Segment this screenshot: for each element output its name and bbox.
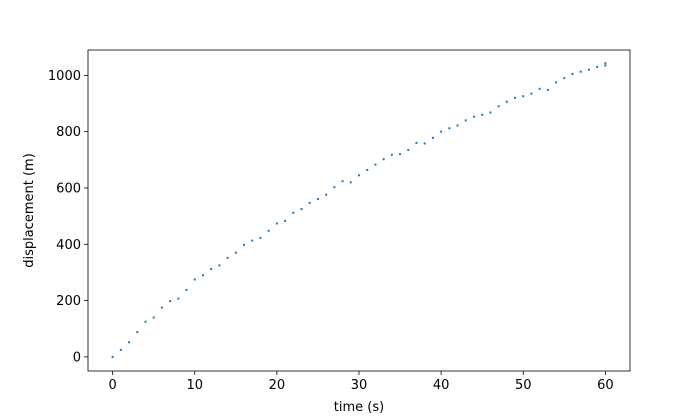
data-point [514, 96, 517, 99]
data-point [431, 136, 434, 139]
data-point [308, 201, 311, 204]
x-axis-label: time (s) [334, 400, 384, 415]
x-tick-label: 20 [269, 378, 286, 393]
data-point [604, 62, 607, 65]
x-tick-label: 30 [351, 378, 368, 393]
data-point [128, 341, 131, 344]
data-point [481, 113, 484, 116]
x-tick-label: 10 [186, 378, 203, 393]
data-point [259, 236, 262, 239]
data-point [333, 186, 336, 189]
data-point [571, 72, 574, 75]
data-point [382, 158, 385, 161]
y-tick-label: 600 [56, 181, 81, 196]
data-point [136, 331, 139, 334]
data-point [316, 197, 319, 200]
data-point [505, 100, 508, 103]
data-point [152, 316, 155, 319]
data-point [604, 64, 607, 67]
data-point [415, 141, 418, 144]
data-point [341, 180, 344, 183]
data-point [160, 306, 163, 309]
data-point [144, 320, 147, 323]
data-point [251, 239, 254, 242]
data-point [538, 87, 541, 90]
data-point [275, 222, 278, 225]
data-series [111, 62, 607, 358]
data-point [226, 256, 229, 259]
data-point [366, 168, 369, 171]
data-point [218, 264, 221, 267]
data-point [177, 297, 180, 300]
y-axis-label: displacement (m) [22, 153, 37, 268]
data-point [522, 95, 525, 98]
data-point [546, 88, 549, 91]
y-tick-label: 0 [73, 350, 81, 365]
data-point [423, 142, 426, 145]
data-point [358, 174, 360, 177]
data-point [464, 119, 467, 122]
data-point [587, 68, 590, 71]
data-point [119, 348, 122, 351]
data-point [555, 81, 558, 84]
data-point [325, 193, 328, 196]
data-point [267, 229, 270, 232]
y-tick-label: 400 [56, 238, 81, 253]
data-point [448, 127, 451, 130]
data-point [374, 163, 377, 166]
data-point [390, 153, 393, 156]
data-point [243, 243, 246, 246]
data-point [169, 300, 172, 303]
data-point [399, 153, 402, 156]
data-point [530, 92, 533, 95]
data-point [579, 70, 582, 73]
x-tick-label: 40 [433, 378, 450, 393]
y-tick-label: 1000 [48, 69, 81, 84]
data-point [300, 208, 303, 211]
data-point [489, 111, 492, 114]
data-point [210, 268, 213, 271]
plot-frame [87, 49, 631, 372]
data-point [407, 148, 410, 151]
data-point [284, 219, 287, 222]
x-axis: 0 10 20 30 40 50 60 [108, 371, 614, 393]
data-point [292, 211, 295, 214]
x-tick-label: 50 [515, 378, 532, 393]
data-point [111, 355, 114, 358]
y-tick-label: 200 [56, 294, 81, 309]
data-point [456, 124, 459, 127]
x-tick-label: 0 [108, 378, 116, 393]
y-axis: 0 200 400 600 800 1000 [48, 69, 88, 365]
data-point [185, 288, 188, 291]
data-point [497, 105, 500, 108]
data-point [472, 115, 475, 118]
plot-area [87, 49, 631, 372]
y-tick-label: 800 [56, 125, 81, 140]
data-point [201, 274, 204, 277]
data-point [349, 181, 352, 184]
x-tick-label: 60 [597, 378, 614, 393]
data-point [440, 130, 443, 133]
data-point [234, 251, 237, 254]
data-point [563, 77, 566, 80]
data-point [193, 278, 196, 281]
data-point [596, 65, 599, 68]
